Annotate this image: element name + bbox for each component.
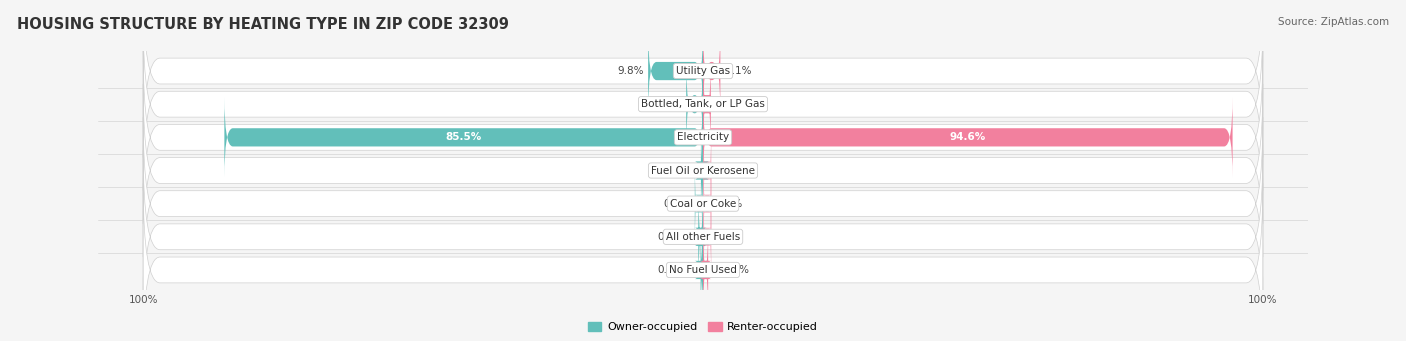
FancyBboxPatch shape	[695, 229, 709, 311]
Text: 0.0%: 0.0%	[716, 199, 742, 209]
Text: 9.8%: 9.8%	[617, 66, 644, 76]
FancyBboxPatch shape	[143, 183, 1263, 341]
FancyBboxPatch shape	[703, 97, 1233, 178]
Text: 0.84%: 0.84%	[657, 232, 690, 242]
FancyBboxPatch shape	[703, 163, 711, 244]
Text: HOUSING STRUCTURE BY HEATING TYPE IN ZIP CODE 32309: HOUSING STRUCTURE BY HEATING TYPE IN ZIP…	[17, 17, 509, 32]
Text: 0.0%: 0.0%	[716, 165, 742, 176]
Text: Electricity: Electricity	[676, 132, 730, 142]
FancyBboxPatch shape	[695, 163, 703, 244]
FancyBboxPatch shape	[143, 84, 1263, 257]
FancyBboxPatch shape	[143, 18, 1263, 191]
Text: Source: ZipAtlas.com: Source: ZipAtlas.com	[1278, 17, 1389, 27]
Legend: Owner-occupied, Renter-occupied: Owner-occupied, Renter-occupied	[583, 317, 823, 337]
FancyBboxPatch shape	[695, 130, 709, 211]
FancyBboxPatch shape	[695, 196, 707, 278]
Text: Fuel Oil or Kerosene: Fuel Oil or Kerosene	[651, 165, 755, 176]
FancyBboxPatch shape	[143, 117, 1263, 290]
Text: 0.0%: 0.0%	[716, 232, 742, 242]
Text: 3.0%: 3.0%	[655, 99, 682, 109]
Text: 0.92%: 0.92%	[716, 265, 749, 275]
FancyBboxPatch shape	[686, 63, 703, 145]
FancyBboxPatch shape	[225, 97, 703, 178]
Text: Bottled, Tank, or LP Gas: Bottled, Tank, or LP Gas	[641, 99, 765, 109]
FancyBboxPatch shape	[700, 229, 711, 311]
FancyBboxPatch shape	[143, 51, 1263, 224]
Text: 94.6%: 94.6%	[949, 132, 986, 142]
Text: 0.37%: 0.37%	[657, 165, 690, 176]
Text: 85.5%: 85.5%	[446, 132, 482, 142]
Text: No Fuel Used: No Fuel Used	[669, 265, 737, 275]
Text: All other Fuels: All other Fuels	[666, 232, 740, 242]
Text: 1.4%: 1.4%	[716, 99, 742, 109]
FancyBboxPatch shape	[143, 0, 1263, 158]
FancyBboxPatch shape	[703, 30, 720, 112]
Text: 0.0%: 0.0%	[664, 199, 690, 209]
Text: Utility Gas: Utility Gas	[676, 66, 730, 76]
FancyBboxPatch shape	[703, 196, 711, 278]
Text: 3.1%: 3.1%	[725, 66, 751, 76]
FancyBboxPatch shape	[143, 150, 1263, 323]
FancyBboxPatch shape	[703, 130, 711, 211]
Text: 0.43%: 0.43%	[657, 265, 690, 275]
Text: Coal or Coke: Coal or Coke	[669, 199, 737, 209]
FancyBboxPatch shape	[648, 30, 703, 112]
FancyBboxPatch shape	[703, 63, 711, 145]
